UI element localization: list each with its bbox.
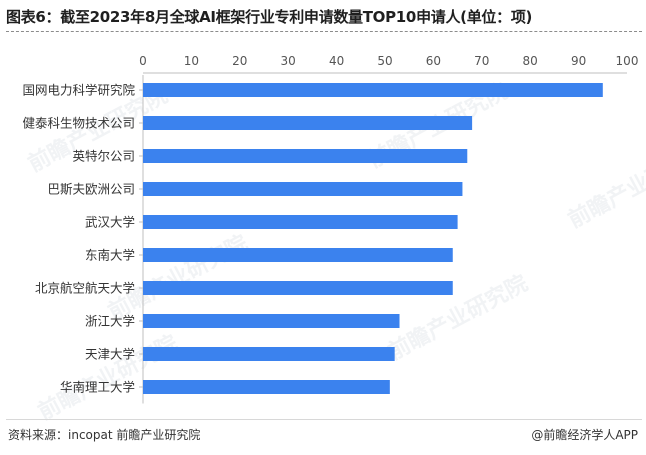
category-label: 华南理工大学 xyxy=(60,380,135,395)
credit-note: @前瞻经济学人APP xyxy=(531,428,638,442)
bar xyxy=(143,281,453,295)
category-label: 东南大学 xyxy=(85,248,135,263)
category-label: 武汉大学 xyxy=(85,215,135,230)
source-note: 资料来源：incopat 前瞻产业研究院 xyxy=(8,428,201,442)
x-tick-label: 60 xyxy=(426,54,441,68)
x-tick-label: 50 xyxy=(377,54,392,68)
category-label: 国网电力科学研究院 xyxy=(22,83,135,98)
x-tick-label: 40 xyxy=(329,54,344,68)
x-tick-label: 20 xyxy=(232,54,247,68)
bar xyxy=(143,149,468,163)
title-divider xyxy=(6,31,642,32)
x-tick-label: 100 xyxy=(616,54,639,68)
bar xyxy=(143,314,400,328)
chart-title: 图表6：截至2023年8月全球AI框架行业专利申请数量TOP10申请人(单位：项… xyxy=(6,8,533,26)
bar xyxy=(143,347,395,361)
category-label: 巴斯夫欧洲公司 xyxy=(47,182,135,197)
bar xyxy=(143,116,473,130)
x-tick-label: 30 xyxy=(281,54,296,68)
x-tick-label: 80 xyxy=(523,54,538,68)
bar xyxy=(143,83,603,97)
category-label: 浙江大学 xyxy=(85,314,135,329)
x-tick-label: 0 xyxy=(139,54,147,68)
category-label: 北京航空航天大学 xyxy=(35,281,135,296)
bar xyxy=(143,182,463,196)
category-label: 英特尔公司 xyxy=(72,149,135,164)
category-label: 天津大学 xyxy=(85,347,135,362)
footer-divider xyxy=(6,419,642,420)
x-tick-label: 70 xyxy=(474,54,489,68)
category-label: 健泰科生物技术公司 xyxy=(22,116,135,131)
x-tick-label: 90 xyxy=(571,54,586,68)
bar xyxy=(143,380,390,394)
bar-chart: 0 10 20 30 40 50 60 70 80 90 100 国网电力科学研究院健泰科生物技术公司… xyxy=(22,54,639,404)
x-tick-label: 10 xyxy=(184,54,199,68)
bar xyxy=(143,248,453,262)
bar xyxy=(143,215,458,229)
